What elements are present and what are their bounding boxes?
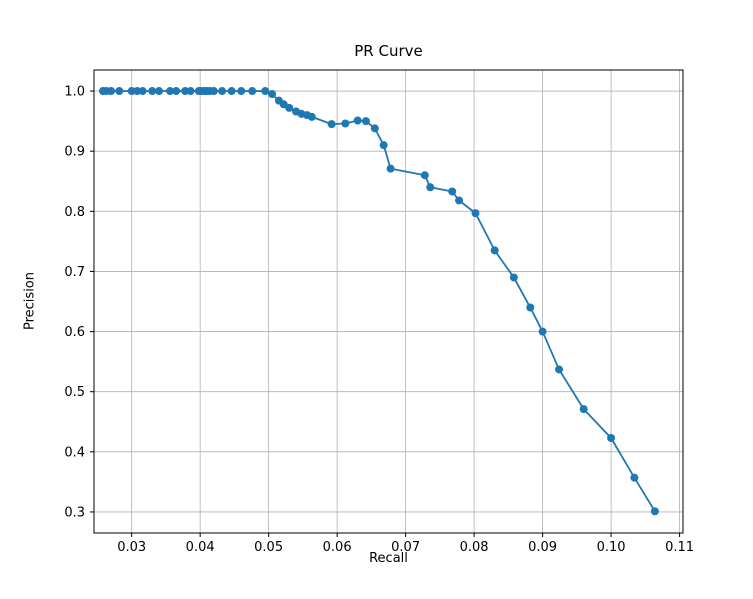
data-point bbox=[420, 171, 429, 180]
data-point bbox=[370, 124, 379, 133]
data-point bbox=[261, 87, 270, 96]
data-point bbox=[166, 87, 175, 96]
data-point bbox=[526, 303, 535, 312]
y-tick-label: 1.0 bbox=[64, 85, 85, 100]
data-point bbox=[133, 87, 142, 96]
y-tick-label: 0.5 bbox=[64, 385, 85, 400]
data-point bbox=[361, 117, 370, 126]
x-tick-label: 0.10 bbox=[597, 540, 626, 555]
x-tick-label: 0.07 bbox=[391, 540, 420, 555]
x-tick-label: 0.06 bbox=[323, 540, 352, 555]
data-point bbox=[471, 209, 480, 218]
data-point bbox=[155, 87, 164, 96]
data-point bbox=[379, 141, 388, 150]
y-tick-label: 0.3 bbox=[64, 505, 85, 520]
data-point bbox=[227, 87, 236, 96]
data-point bbox=[186, 87, 195, 96]
data-point bbox=[268, 90, 277, 99]
data-point bbox=[248, 87, 257, 96]
data-point bbox=[127, 87, 136, 96]
data-point bbox=[630, 473, 639, 482]
data-point bbox=[307, 112, 316, 121]
x-tick-label: 0.04 bbox=[186, 540, 215, 555]
data-point bbox=[490, 246, 499, 255]
data-point bbox=[538, 327, 547, 336]
data-point bbox=[138, 87, 147, 96]
x-tick-label: 0.11 bbox=[665, 540, 694, 555]
data-point bbox=[209, 87, 218, 96]
data-point bbox=[426, 183, 435, 192]
data-point bbox=[607, 433, 616, 442]
data-point bbox=[218, 87, 227, 96]
pr-curve-line bbox=[102, 90, 656, 512]
data-point bbox=[455, 196, 464, 205]
data-point bbox=[386, 164, 395, 173]
chart-title: PR Curve bbox=[354, 42, 423, 60]
x-tick-label: 0.03 bbox=[117, 540, 146, 555]
data-point bbox=[181, 87, 190, 96]
data-point bbox=[327, 120, 336, 129]
x-tick-label: 0.05 bbox=[254, 540, 283, 555]
plot-border bbox=[93, 69, 684, 534]
y-tick-label: 0.8 bbox=[64, 205, 85, 220]
y-tick-label: 0.6 bbox=[64, 325, 85, 340]
data-point bbox=[107, 87, 116, 96]
data-point bbox=[148, 87, 157, 96]
data-point bbox=[285, 103, 294, 112]
data-point bbox=[448, 187, 457, 196]
data-point bbox=[555, 365, 564, 374]
data-point bbox=[172, 87, 181, 96]
data-point bbox=[579, 405, 588, 414]
y-tick-label: 0.7 bbox=[64, 265, 85, 280]
data-point bbox=[650, 507, 659, 516]
x-axis-label: Recall bbox=[369, 551, 408, 566]
data-point bbox=[237, 87, 246, 96]
x-tick-label: 0.09 bbox=[528, 540, 557, 555]
data-point bbox=[509, 273, 518, 282]
data-point bbox=[115, 87, 124, 96]
y-tick-label: 0.4 bbox=[64, 445, 85, 460]
x-tick-label: 0.08 bbox=[460, 540, 489, 555]
y-axis-label: Precision bbox=[22, 271, 38, 331]
y-tick-label: 0.9 bbox=[64, 145, 85, 160]
data-point bbox=[341, 119, 350, 128]
data-point bbox=[353, 116, 362, 125]
